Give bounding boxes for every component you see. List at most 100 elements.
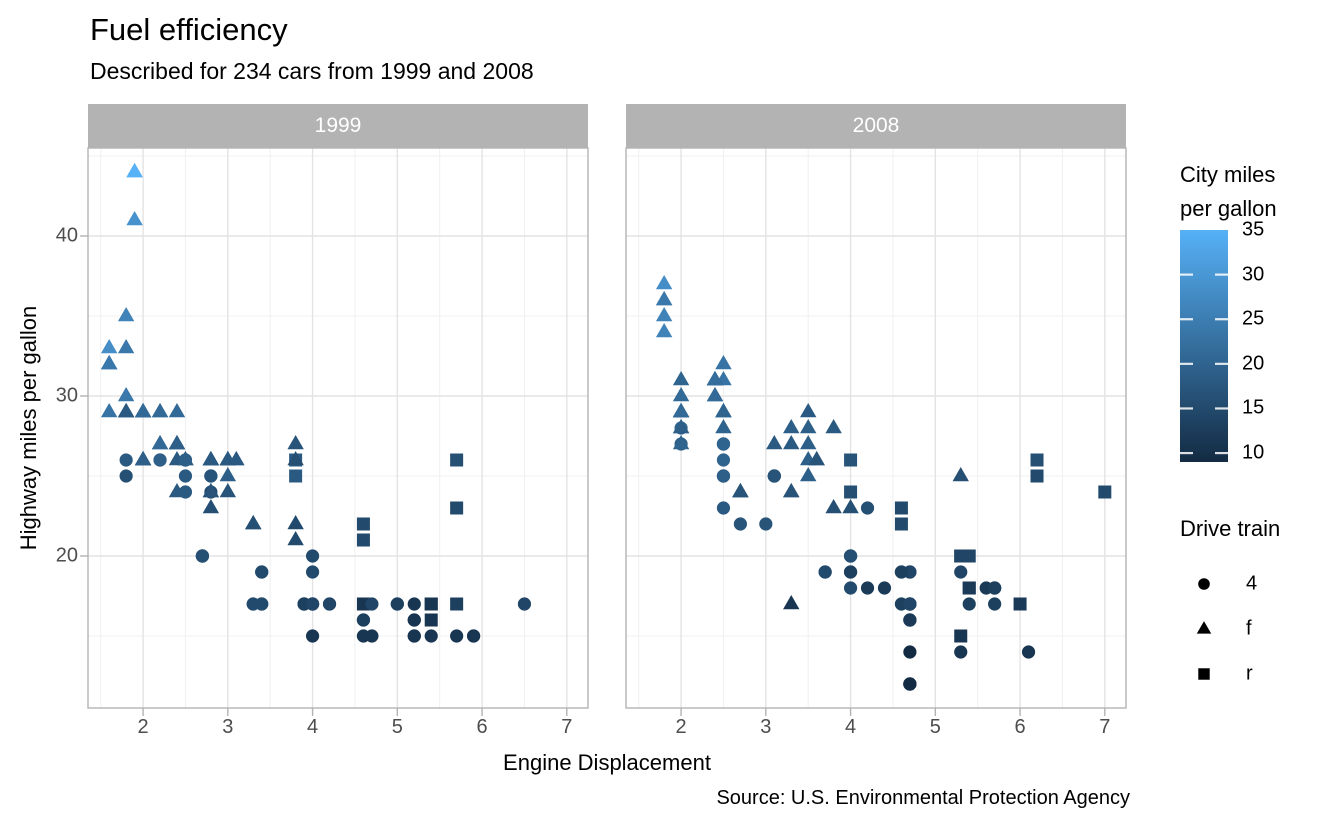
data-point (903, 645, 917, 659)
data-point (759, 517, 773, 531)
data-point (305, 549, 320, 563)
data-point (119, 469, 133, 483)
x-tick-label: 4 (845, 716, 857, 738)
data-point (450, 501, 464, 515)
y-axis-title: Highway miles per gallon (16, 305, 41, 551)
data-point (126, 163, 143, 178)
data-point (305, 565, 320, 579)
data-point (168, 403, 186, 418)
data-point (1030, 453, 1044, 467)
colorbar-tick-label: 25 (1242, 307, 1265, 330)
panel-border (87, 147, 589, 709)
data-point (860, 581, 875, 595)
data-point (255, 597, 269, 611)
data-point (424, 629, 438, 643)
y-tick-label: 30 (55, 384, 78, 407)
data-point (407, 597, 421, 611)
panel-border (625, 147, 1127, 709)
data-point (1030, 469, 1044, 483)
colorbar-tick-label: 20 (1242, 352, 1265, 375)
data-point (800, 419, 817, 434)
y-tick-label: 40 (55, 224, 78, 247)
data-point (289, 469, 303, 483)
data-point (672, 371, 690, 386)
x-tick-label: 5 (929, 716, 941, 738)
data-point (219, 483, 237, 498)
data-point (715, 419, 732, 434)
data-point (202, 451, 220, 466)
data-point (962, 597, 976, 611)
data-point (843, 549, 858, 563)
shape-legend-title: Drive train (1180, 516, 1281, 541)
data-point (800, 435, 817, 450)
data-point (766, 435, 783, 450)
shape-legend-label-f: f (1246, 617, 1252, 640)
data-point (800, 467, 817, 482)
data-point (733, 517, 748, 531)
x-tick-label: 7 (561, 716, 573, 738)
y-tick-label: 20 (55, 544, 78, 567)
data-point (151, 403, 169, 418)
data-point (877, 581, 892, 595)
x-tick-label: 6 (476, 716, 488, 738)
data-point (1098, 485, 1112, 499)
data-point (356, 517, 370, 531)
color-legend-title-line1: City miles (1180, 162, 1276, 187)
data-point (100, 339, 118, 354)
data-point (844, 453, 858, 467)
data-point (783, 595, 800, 610)
data-point (100, 403, 118, 418)
data-point (450, 453, 464, 467)
source-caption: Source: U.S. Environmental Protection Ag… (716, 787, 1130, 809)
data-point (356, 613, 371, 627)
data-point (305, 597, 320, 611)
x-axis-title: Engine Displacement (503, 750, 711, 775)
colorbar-tick-label: 10 (1242, 441, 1265, 464)
colorbar-tick-label: 15 (1242, 396, 1265, 419)
chart-title: Fuel efficiency (90, 12, 288, 47)
data-point (903, 677, 917, 691)
panel-background (88, 148, 588, 708)
x-tick-label: 2 (137, 716, 149, 738)
data-point (672, 419, 690, 434)
data-point (767, 469, 781, 483)
data-point (954, 629, 968, 643)
data-point (716, 501, 731, 515)
data-point (903, 613, 917, 627)
data-point (800, 403, 817, 418)
colorbar-tick-label: 35 (1242, 218, 1265, 241)
data-point (842, 499, 859, 514)
x-tick-label: 4 (307, 716, 319, 738)
data-point (407, 613, 421, 627)
data-point (134, 403, 152, 418)
data-point (843, 581, 858, 595)
data-point (706, 371, 724, 386)
data-point (117, 403, 135, 418)
data-point (178, 485, 193, 499)
data-point (255, 565, 269, 579)
facet-strip (626, 104, 1126, 148)
colorbar (1180, 230, 1228, 462)
data-point (287, 435, 304, 450)
data-point (808, 451, 825, 466)
data-point (706, 387, 724, 402)
data-point (390, 597, 404, 611)
data-point (117, 387, 135, 402)
data-point (356, 533, 370, 547)
color-legend-title-line2: per gallon (1180, 196, 1277, 221)
data-point (825, 419, 842, 434)
data-point (126, 211, 143, 226)
data-point (716, 453, 731, 467)
data-point (844, 485, 858, 499)
triangle-legend-key (1196, 621, 1212, 634)
data-point (466, 629, 481, 643)
data-point (219, 467, 237, 482)
data-point (783, 483, 800, 498)
data-point (424, 613, 438, 627)
x-tick-label: 7 (1099, 716, 1111, 738)
data-point (655, 323, 673, 338)
data-point (716, 469, 731, 483)
data-point (655, 275, 673, 290)
data-point (716, 437, 731, 451)
